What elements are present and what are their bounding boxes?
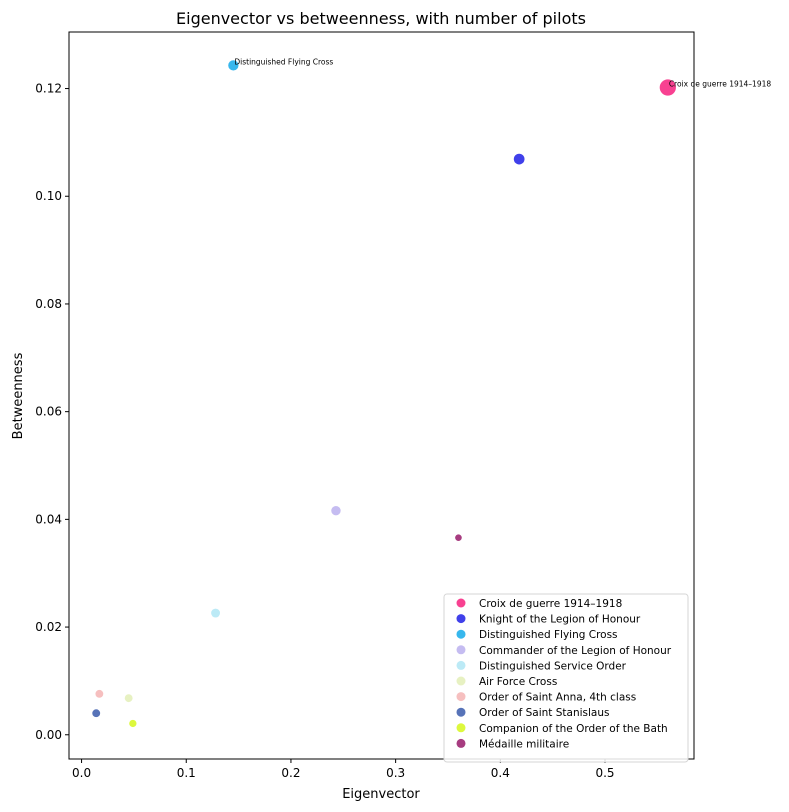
legend-label: Croix de guerre 1914–1918	[479, 598, 622, 610]
legend-label: Order of Saint Anna, 4th class	[479, 692, 636, 704]
legend-label: Commander of the Legion of Honour	[479, 645, 672, 657]
legend: Croix de guerre 1914–1918 Knight of the L…	[443, 593, 689, 763]
legend-marker	[456, 598, 466, 608]
scatter-point	[124, 694, 133, 703]
x-tick-label: 0.4	[491, 766, 510, 780]
legend-marker	[456, 660, 466, 670]
scatter-point	[95, 689, 104, 698]
y-axis: 0.00 0.02 0.04 0.06 0.08 0.10 0.12	[35, 82, 69, 742]
plot-frame	[68, 31, 695, 760]
legend-marker	[456, 723, 466, 733]
legend-marker	[456, 707, 466, 717]
scatter-point	[129, 719, 137, 728]
point-annotation: Distinguished Flying Cross	[234, 57, 333, 66]
legend-marker	[456, 676, 466, 686]
scatter-point	[455, 534, 462, 541]
legend-label: Air Force Cross	[479, 676, 557, 688]
scatter-point	[92, 709, 101, 718]
x-tick-label: 0.0	[72, 766, 91, 780]
y-tick-label: 0.12	[35, 82, 62, 96]
x-axis-title: Eigenvector	[342, 787, 420, 802]
x-axis: 0.0 0.1 0.2 0.3 0.4 0.5	[72, 759, 615, 780]
y-tick-label: 0.00	[35, 728, 62, 742]
legend-marker	[456, 629, 466, 639]
scatter-point	[513, 153, 525, 165]
legend-box	[443, 593, 689, 763]
legend-label: Order of Saint Stanislaus	[479, 707, 610, 719]
legend-label: Médaille militaire	[479, 738, 569, 750]
legend-label: Companion of the Order of the Bath	[479, 723, 668, 735]
x-tick-label: 0.2	[281, 766, 300, 780]
x-tick-label: 0.1	[177, 766, 196, 780]
point-annotation: Croix de guerre 1914–1918	[669, 79, 772, 88]
legend-marker	[456, 645, 466, 655]
scatter-point	[228, 60, 239, 71]
x-tick-label: 0.3	[386, 766, 405, 780]
y-tick-label: 0.06	[35, 405, 62, 419]
legend-marker	[456, 614, 466, 624]
scatter-point	[331, 506, 341, 516]
y-tick-label: 0.02	[35, 620, 62, 634]
legend-label: Knight of the Legion of Honour	[479, 614, 641, 626]
plot-area: Croix de guerre 1914–1918 Distinguished F…	[92, 57, 772, 728]
legend-label: Distinguished Service Order	[479, 660, 627, 672]
scatter-point	[211, 608, 221, 618]
y-tick-label: 0.04	[35, 512, 62, 526]
y-axis-title: Betweenness	[11, 352, 26, 439]
chart-title: Eigenvector vs betweenness, with number …	[176, 9, 586, 28]
y-tick-label: 0.08	[35, 297, 62, 311]
x-tick-label: 0.5	[595, 766, 614, 780]
y-tick-label: 0.10	[35, 189, 62, 203]
legend-label: Distinguished Flying Cross	[479, 629, 618, 641]
scatter-point	[659, 79, 676, 96]
legend-marker	[456, 692, 466, 702]
legend-marker	[456, 738, 466, 748]
